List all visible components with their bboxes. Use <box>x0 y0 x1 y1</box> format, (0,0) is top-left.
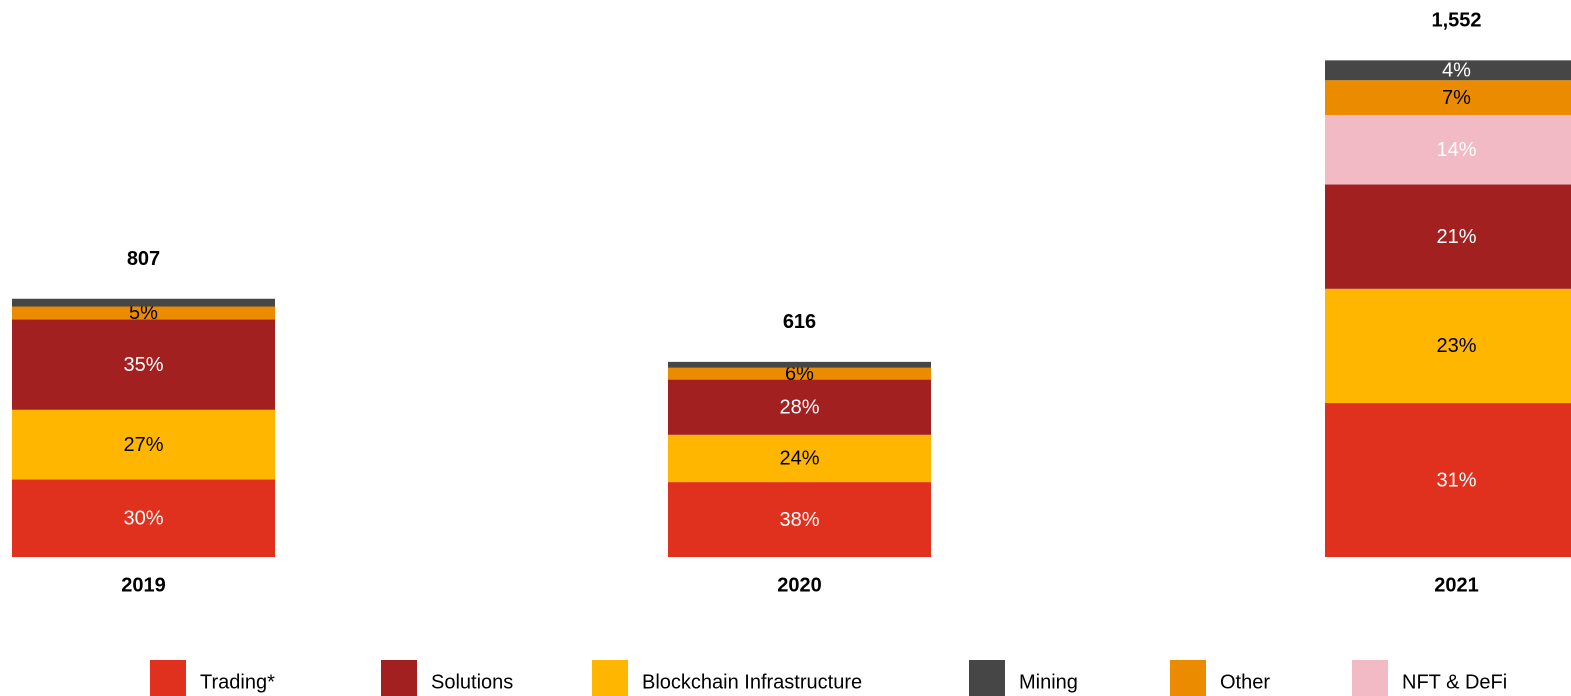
category-label: 2020 <box>777 574 822 596</box>
bar-segment <box>1325 80 1571 115</box>
bar-segment <box>12 479 275 557</box>
segment-label: 6% <box>785 363 814 385</box>
bar-segment <box>12 306 275 320</box>
total-label: 616 <box>783 311 816 333</box>
bar-segment <box>668 434 931 483</box>
legend-swatch <box>969 660 1005 696</box>
legend-label: Solutions <box>431 671 513 693</box>
bar-segment <box>1325 288 1571 404</box>
segment-label: 7% <box>1442 87 1471 109</box>
segment-label: 24% <box>779 448 819 470</box>
segment-label: 31% <box>1436 469 1476 491</box>
legend-label: Other <box>1220 671 1270 693</box>
bar-segment <box>12 298 275 307</box>
segment-label: 23% <box>1436 335 1476 357</box>
segment-label: 4% <box>1442 60 1471 82</box>
legend-swatch <box>592 660 628 696</box>
segment-label: 14% <box>1436 139 1476 161</box>
segment-label: 28% <box>779 396 819 418</box>
segment-label: 35% <box>123 354 163 376</box>
bar-segment <box>668 367 931 380</box>
legend-label: Mining <box>1019 671 1078 693</box>
total-label: 1,552 <box>1431 10 1481 32</box>
category-label: 2019 <box>121 574 166 596</box>
legend-swatch <box>1170 660 1206 696</box>
segment-label: 5% <box>129 302 158 324</box>
legend-label: Blockchain Infrastructure <box>642 671 862 693</box>
total-label: 807 <box>127 248 160 270</box>
legend-swatch <box>381 660 417 696</box>
bar-segment <box>1325 60 1571 81</box>
legend-label: NFT & DeFi <box>1402 671 1507 693</box>
bar-segment <box>668 379 931 435</box>
bar-segment <box>12 319 275 410</box>
bar-segment <box>12 409 275 480</box>
bar-segment <box>1325 114 1571 185</box>
legend-label: Trading* <box>200 671 275 693</box>
bar-segment <box>668 361 931 368</box>
segment-label: 21% <box>1436 226 1476 248</box>
bar-segment <box>1325 403 1571 557</box>
bar-segment <box>1325 184 1571 289</box>
category-label: 2021 <box>1434 574 1479 596</box>
bar-segment <box>668 482 931 557</box>
segment-label: 30% <box>123 508 163 530</box>
legend-swatch <box>150 660 186 696</box>
legend-swatch <box>1352 660 1388 696</box>
segment-label: 27% <box>123 434 163 456</box>
segment-label: 38% <box>779 509 819 531</box>
